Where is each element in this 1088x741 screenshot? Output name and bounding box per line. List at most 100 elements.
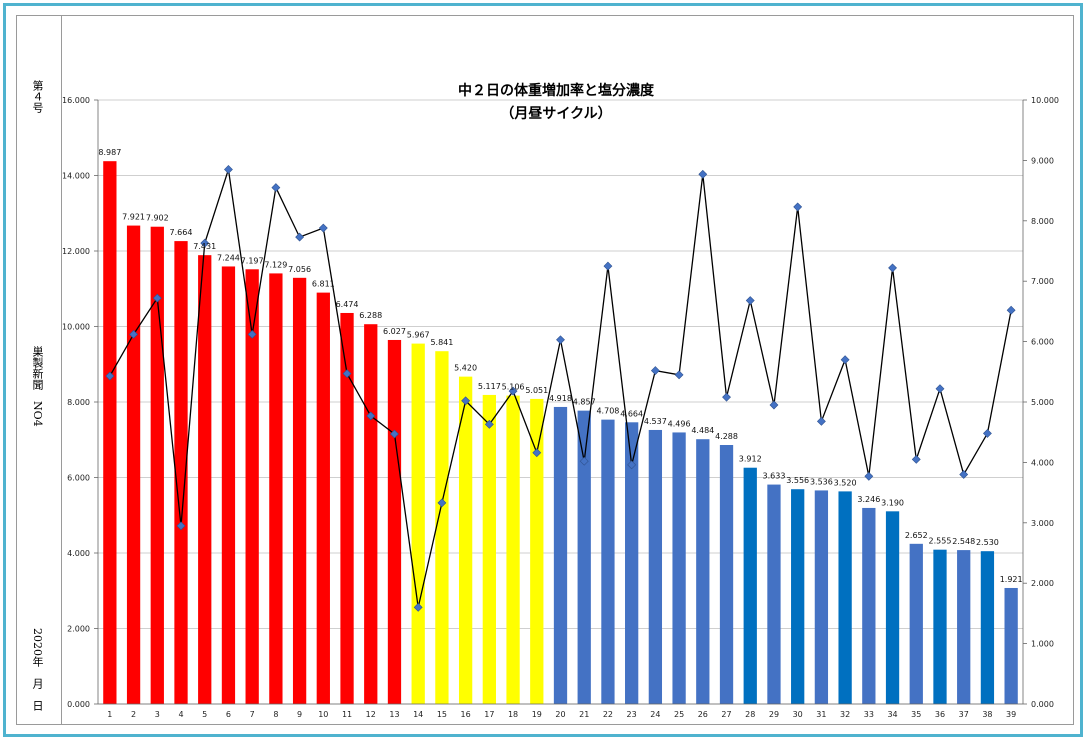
bar [269,273,283,704]
line-marker [318,223,328,233]
bar-value-label: 5.117 [478,382,501,391]
bar-value-label: 3.912 [739,455,762,464]
bar [411,343,425,704]
bar [885,511,900,704]
line-marker [508,386,518,396]
bar-value-label: 8.987 [98,148,121,157]
bar [601,419,615,704]
bar-value-label: 6.027 [383,327,406,336]
x-tick-label: 7 [250,710,255,719]
line-marker [200,238,210,248]
line-marker [935,384,945,394]
line-marker [627,460,637,470]
newspaper-name-label: 巣製新聞 NO4 [31,346,44,427]
line-marker [224,165,233,174]
bar [340,312,354,704]
bar-value-label: 3.556 [786,476,809,485]
left-tick-label: 4.000 [67,549,90,558]
x-tick-label: 14 [413,710,423,719]
bar [482,394,496,704]
bar-value-label: 4.496 [668,419,691,428]
line-marker [769,400,779,410]
x-tick-label: 35 [911,710,921,719]
newspaper-sidebar: 第４号 巣製新聞 NO4 2020年 月 日 [17,16,62,724]
bar-value-label: 7.431 [193,242,216,251]
bar [126,225,141,704]
x-tick-label: 16 [461,710,471,719]
x-tick-label: 18 [508,710,518,719]
line-marker [722,392,731,402]
bar-value-label: 5.841 [430,338,453,347]
x-tick-label: 34 [887,710,897,719]
bar [862,507,876,704]
x-tick-label: 1 [107,710,112,719]
line-marker [105,371,115,381]
bar-value-label: 3.633 [763,472,786,481]
x-tick-label: 15 [437,710,447,719]
x-tick-label: 20 [555,710,565,719]
bar-value-label: 5.420 [454,364,477,373]
bar-value-label: 7.902 [146,214,169,223]
bar [648,429,663,704]
bar-value-label: 7.664 [170,228,193,237]
line-marker [366,411,376,421]
right-tick-label: 9.000 [1031,156,1054,165]
bar [672,432,686,704]
bar-value-label: 4.857 [573,398,596,407]
line-marker [413,602,423,612]
line-series [105,165,1016,612]
x-tick-label: 24 [650,710,660,719]
line-marker [1006,305,1016,315]
bar-value-label: 2.548 [952,537,975,546]
x-tick-label: 4 [178,710,183,719]
bar-value-label: 3.520 [834,478,857,487]
line-marker [698,169,708,179]
chart-subtitle: （月昼サイクル） [500,106,611,122]
x-tick-label: 32 [840,710,850,719]
bar [198,255,212,704]
line-marker [793,202,803,212]
left-tick-label: 14.000 [62,172,90,181]
line-marker [911,454,921,464]
bar-series [103,161,1018,705]
right-tick-label: 10.000 [1031,96,1059,105]
bar [530,398,544,704]
bar [814,490,829,704]
bar-value-label: 4.708 [596,407,619,416]
right-tick-label: 0.000 [1031,700,1054,709]
line-marker [129,329,139,339]
line-marker [176,521,186,531]
x-tick-label: 25 [674,710,684,719]
line-marker [532,448,542,458]
bar-value-label: 3.190 [881,498,904,507]
x-tick-label: 5 [202,710,207,719]
bar [980,551,995,704]
x-tick-label: 3 [155,710,160,719]
right-tick-label: 2.000 [1031,579,1054,588]
line-marker [745,296,755,305]
bar-value-label: 4.484 [691,426,714,435]
bar [316,292,330,704]
left-tick-label: 2.000 [67,625,90,634]
bar-value-label: 3.536 [810,477,833,486]
bar-value-label: 3.246 [857,495,880,504]
right-tick-label: 3.000 [1031,519,1054,528]
bar [719,445,734,704]
line-marker [603,261,613,271]
bar-value-label: 1.921 [1000,575,1023,584]
bar [838,491,852,704]
right-tick-label: 8.000 [1031,217,1054,226]
bar [245,269,259,704]
x-tick-label: 36 [935,710,945,719]
line-marker [959,470,969,479]
bar [435,351,449,704]
x-tick-label: 11 [342,710,352,719]
bar-value-label: 6.288 [359,311,382,320]
x-tick-label: 29 [769,710,779,719]
bar [150,226,164,705]
line-marker [816,416,826,426]
line-marker [982,428,992,438]
line-marker [888,263,897,273]
x-tick-label: 12 [366,710,376,719]
